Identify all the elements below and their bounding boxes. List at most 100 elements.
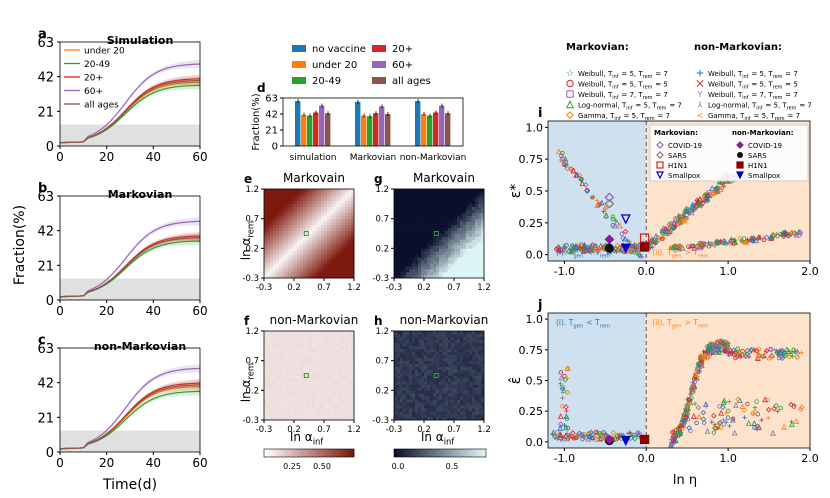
heatmap-cell — [466, 197, 470, 202]
heatmap-cell — [448, 339, 452, 344]
heatmap-cell — [321, 221, 325, 225]
heatmap-cell — [466, 357, 470, 361]
heatmap-cell — [406, 384, 410, 388]
heatmap-cell — [342, 197, 346, 202]
heatmap-cell — [421, 396, 425, 400]
heatmap-cell — [303, 191, 307, 196]
heatmap-cell — [469, 381, 473, 385]
heatmap-cell — [333, 227, 337, 231]
heatmap-cell — [451, 189, 455, 193]
heatmap-cell — [300, 203, 304, 208]
heatmap-cell — [415, 263, 419, 267]
heatmap-cell — [415, 242, 419, 246]
bar — [415, 101, 421, 146]
heatmap-cell — [306, 333, 310, 338]
panel-letter: h — [374, 314, 383, 328]
heatmap-cell — [451, 390, 455, 394]
heatmap-cell — [285, 189, 289, 193]
heatmap-cell — [454, 224, 458, 228]
heatmap-cell — [309, 266, 313, 270]
heatmap-cell — [315, 363, 319, 367]
heatmap-cell — [297, 366, 301, 370]
heatmap-cell — [264, 189, 268, 193]
heatmap-cell — [315, 239, 319, 243]
heatmap-cell — [339, 266, 343, 270]
legend-swatch — [372, 61, 386, 68]
heatmap-cell — [409, 233, 413, 237]
heatmap-cell — [409, 266, 413, 270]
heatmap-cell — [445, 399, 449, 403]
heatmap-cell — [285, 239, 289, 243]
legend-box — [649, 124, 809, 182]
heatmap-cell — [430, 342, 434, 347]
heatmap-cell — [451, 197, 455, 202]
heatmap-cell — [433, 189, 437, 193]
heatmap-cell — [451, 269, 455, 273]
heatmap-cell — [436, 351, 440, 356]
heatmap-cell — [463, 266, 467, 270]
heatmap-cell — [297, 414, 301, 418]
heatmap-cell — [409, 254, 413, 258]
heatmap-cell — [481, 331, 485, 335]
heatmap-cell — [297, 266, 301, 270]
heatmap-cell — [412, 215, 416, 219]
heatmap-cell — [454, 236, 458, 240]
heatmap-cell — [448, 203, 452, 208]
heatmap-cell — [421, 206, 425, 211]
heatmap-cell — [481, 399, 485, 403]
heatmap-cell — [421, 384, 425, 388]
heatmap-cell — [312, 263, 316, 267]
heatmap-cell — [412, 381, 416, 385]
heatmap-cell — [403, 345, 407, 350]
heatmap-cell — [427, 351, 431, 356]
data-point — [676, 243, 683, 250]
heatmap-cell — [273, 197, 277, 202]
heatmap-cell — [309, 251, 313, 255]
heatmap-cell — [445, 414, 449, 418]
heatmap-cell — [348, 218, 352, 222]
heatmap-cell — [330, 393, 334, 397]
heatmap-cell — [409, 378, 413, 382]
heatmap-cell — [403, 342, 407, 347]
heatmap-cell — [309, 372, 313, 376]
heatmap-cell — [400, 239, 404, 243]
heatmap-cell — [294, 269, 298, 273]
data-point — [704, 195, 711, 201]
heatmap-cell — [397, 209, 401, 214]
heatmap-cell — [264, 387, 268, 391]
heatmap-cell — [321, 387, 325, 391]
heatmap-cell — [451, 266, 455, 270]
axes-frame — [263, 330, 355, 421]
heatmap-cell — [445, 227, 449, 231]
heatmap-cell — [475, 345, 479, 350]
heatmap-cell — [270, 345, 274, 350]
heatmap-cell — [345, 390, 349, 394]
heatmap-cell — [264, 218, 268, 222]
heatmap-cell — [270, 351, 274, 356]
heatmap-cell — [300, 339, 304, 344]
heatmap-cell — [324, 342, 328, 347]
data-point — [574, 433, 580, 439]
heatmap-cell — [463, 242, 467, 246]
heatmap-cell — [324, 194, 328, 199]
heatmap-cell — [276, 414, 280, 418]
heatmap-cell — [421, 215, 425, 219]
heatmap-cell — [412, 260, 416, 264]
heatmap-cell — [463, 354, 467, 358]
heatmap-cell — [345, 399, 349, 403]
heatmap-cell — [297, 375, 301, 379]
heatmap-cell — [436, 360, 440, 364]
heatmap-cell — [300, 251, 304, 255]
heatmap-cell — [400, 191, 404, 196]
heatmap-cell — [442, 248, 446, 252]
heatmap-cell — [442, 381, 446, 385]
heatmap-cell — [457, 372, 461, 376]
heatmap-cell — [439, 239, 443, 243]
heatmap-cell — [418, 351, 422, 356]
heatmap-cell — [348, 348, 352, 353]
heatmap-cell — [439, 254, 443, 258]
heatmap-cell — [457, 212, 461, 216]
heatmap-cell — [472, 408, 476, 412]
heatmap-cell — [427, 405, 431, 409]
colorbar-tick-label: 0.5 — [446, 462, 459, 471]
